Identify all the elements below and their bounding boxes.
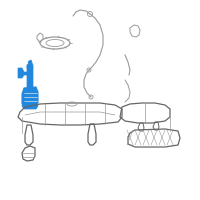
- Polygon shape: [27, 65, 33, 90]
- Polygon shape: [28, 60, 32, 64]
- Polygon shape: [27, 63, 33, 68]
- Polygon shape: [22, 87, 38, 104]
- Polygon shape: [22, 101, 38, 109]
- Polygon shape: [18, 68, 28, 78]
